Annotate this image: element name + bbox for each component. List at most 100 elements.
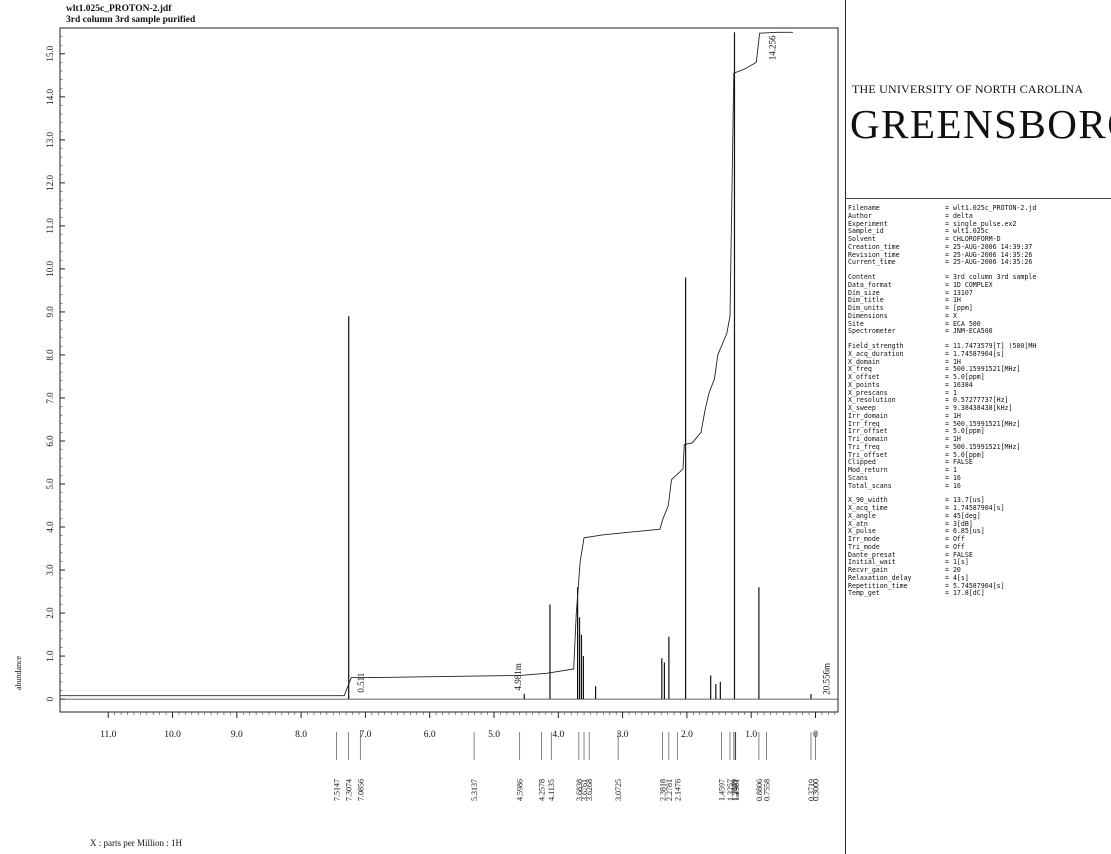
parameter-value: = 11.7473579[T] (500[MH	[945, 342, 1037, 350]
parameter-value: = Off	[945, 535, 965, 543]
peak-label: 7.0856	[356, 779, 365, 801]
parameter-key: Recvr_gain	[848, 566, 888, 574]
y-tick-label: 10.0	[45, 261, 55, 277]
parameter-value: = delta	[945, 211, 973, 220]
parameter-row: Revision_time = 25-AUG-2006 14:35:26	[848, 251, 1110, 260]
peak-label: 2.3818	[658, 779, 667, 801]
parameter-key: Scans	[848, 473, 868, 482]
parameter-value: = 5.0[ppm]	[945, 427, 985, 436]
parameter-row: Dim_title = 1H	[848, 296, 1110, 305]
integral-label: 20.556m	[822, 663, 832, 695]
parameter-key: Dimensions	[848, 311, 888, 320]
acquisition-parameters: Filename = wlt1.025c_PROTON-2.jd Author = d…	[848, 204, 1110, 598]
parameter-row: Irr_mode = Off	[848, 535, 1110, 544]
parameter-value: = 1[s]	[945, 558, 969, 567]
parameter-value: = FALSE	[945, 550, 973, 559]
parameter-value: = 1	[945, 466, 957, 474]
parameter-row: X_90_width = 13.7[us]	[848, 496, 1110, 505]
peak-label: 0.3719	[807, 779, 816, 801]
x-tick-label: 11.0	[100, 730, 117, 740]
parameter-row: Experiment = single_pulse.ex2	[848, 220, 1110, 229]
parameter-value: = 500.15991521[MHz]	[945, 365, 1021, 374]
parameter-value: = 1.74587904[s]	[945, 504, 1005, 512]
parameter-row: X_freq = 500.15991521[MHz]	[848, 365, 1110, 374]
parameter-value: = 25-AUG-2006 14:39:37	[945, 242, 1033, 251]
y-tick-label: 7.0	[45, 392, 55, 404]
parameter-row: Mod_return = 1	[848, 466, 1110, 475]
parameter-row: Irr_offset = 5.0[ppm]	[848, 427, 1110, 436]
parameter-value: = 1	[945, 388, 957, 397]
parameter-key: Tri_offset	[848, 450, 888, 459]
parameter-value: = 5.0[ppm]	[945, 373, 985, 381]
parameter-value: = 1.74587904[s]	[945, 349, 1005, 358]
parameter-row: Field_strength = 11.7473579[T] (500[MH	[848, 342, 1110, 351]
parameter-row: Tri_offset = 5.0[ppm]	[848, 450, 1110, 460]
parameter-value: = 45[deg]	[945, 511, 981, 520]
parameter-row: X_angle = 45[deg]	[848, 511, 1110, 521]
parameter-value: = 1H	[945, 411, 961, 420]
parameter-value: = 0.57277737[Hz]	[945, 396, 1009, 405]
parameter-row: X_offset = 5.0[ppm]	[848, 373, 1110, 382]
spectrum-filename: wlt1.025c_PROTON-2.jdf	[66, 4, 172, 14]
parameter-key: Relaxation_delay	[848, 573, 912, 582]
parameter-row: Repetition_time = 5.74587904[s]	[848, 581, 1110, 591]
parameter-key: X_atn	[848, 519, 868, 528]
parameter-row: Solvent = CHLOROFORM-D	[848, 235, 1110, 244]
parameter-value: = 6.85[us]	[945, 527, 985, 536]
university-logo-main: GREENSBORO	[850, 101, 1111, 147]
peak-label: 2.2781	[665, 779, 674, 801]
x-tick-label: 8.0	[295, 730, 307, 740]
parameter-value: = wlt1.025c	[945, 227, 989, 236]
parameter-key: X_angle	[848, 511, 876, 520]
parameter-row: X_domain = 1H	[848, 357, 1110, 367]
y-tick-label: 2.0	[45, 607, 55, 619]
parameter-key: Dim_size	[848, 288, 880, 297]
parameter-value: = 4[s]	[945, 573, 969, 582]
x-tick-label: 2.0	[681, 730, 693, 740]
parameter-value: = Off	[945, 542, 965, 551]
parameter-key: X_domain	[848, 357, 880, 366]
parameter-key: X_offset	[848, 373, 880, 381]
parameter-row: X_resolution = 0.57277737[Hz]	[848, 396, 1110, 405]
parameter-row: Temp_get = 17.8[dC]	[848, 589, 1110, 598]
parameter-row: Initial_wait = 1[s]	[848, 558, 1110, 567]
parameter-key: Dim_title	[848, 296, 884, 305]
parameter-row: Clipped = FALSE	[848, 458, 1110, 467]
parameter-value: = 16	[945, 481, 961, 490]
y-tick-label: 8.0	[45, 349, 55, 361]
parameter-key: X_sweep	[848, 404, 876, 412]
y-tick-label: 6.0	[45, 435, 55, 447]
y-tick-label: 11.0	[45, 218, 55, 234]
parameter-key: Irr_freq	[848, 419, 880, 428]
parameter-value: = 500.15991521[MHz]	[945, 419, 1021, 428]
peak-label: 3.6761	[580, 779, 589, 801]
parameter-key: Spectrometer	[848, 327, 896, 336]
parameter-row: Creation_time = 25-AUG-2006 14:39:37	[848, 242, 1110, 252]
parameter-row: Dim_size = 13107	[848, 288, 1110, 298]
parameter-row: Dimensions = X	[848, 311, 1110, 321]
parameter-value: = FALSE	[945, 458, 973, 467]
parameter-row: Total_scans = 16	[848, 481, 1110, 491]
parameter-row: Data_format = 1D COMPLEX	[848, 280, 1110, 290]
parameter-key: Content	[848, 273, 876, 281]
parameter-key: Total_scans	[848, 481, 892, 490]
parameter-key: X_90_width	[848, 496, 888, 505]
parameter-value: = 9.38438438[kHz]	[945, 404, 1013, 412]
parameter-key: Repetition_time	[848, 581, 908, 590]
parameter-value: = 16	[945, 473, 961, 482]
parameter-value: = 1D COMPLEX	[945, 280, 993, 289]
parameter-key: Tri_domain	[848, 435, 888, 443]
university-logo-top: THE UNIVERSITY OF NORTH CAROLINA	[852, 82, 1084, 96]
parameter-key: X_acq_time	[848, 504, 888, 512]
parameter-row: Dim_units = [ppm]	[848, 304, 1110, 313]
parameter-row: Site = ECA 500	[848, 319, 1110, 329]
y-tick-label: 3.0	[45, 564, 55, 576]
parameter-row: Recvr_gain = 20	[848, 566, 1110, 575]
parameter-value: = 3rd column 3rd sample	[945, 273, 1037, 281]
parameter-key: X_resolution	[848, 396, 896, 405]
parameter-row: Tri_domain = 1H	[848, 435, 1110, 444]
parameter-value: = wlt1.025c_PROTON-2.jd	[945, 204, 1037, 212]
y-tick-label: 15.0	[45, 45, 55, 61]
parameter-key: Site	[848, 319, 864, 328]
parameter-key: Dante_presat	[848, 550, 896, 559]
